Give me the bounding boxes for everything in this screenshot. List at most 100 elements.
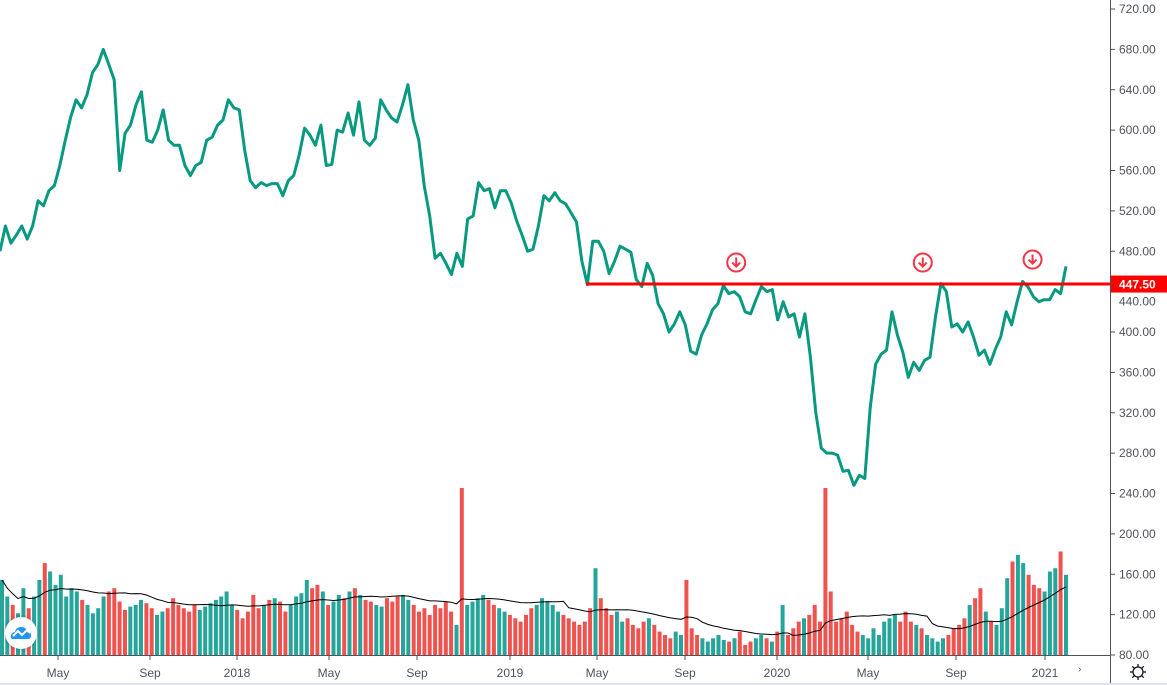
- volume-bar: [930, 638, 935, 655]
- volume-bar: [112, 588, 117, 655]
- volume-bar: [406, 599, 411, 655]
- volume-bar: [374, 604, 379, 655]
- volume-bar: [310, 588, 315, 655]
- volume-bar: [668, 638, 673, 655]
- price-line: [0, 47, 1068, 487]
- volume-bar: [278, 601, 282, 655]
- volume-bar: [914, 624, 919, 655]
- price-tick-label: 240.00: [1119, 487, 1156, 501]
- volume-bar: [128, 606, 133, 655]
- volume-bar: [919, 628, 924, 655]
- time-tick-label: May: [586, 666, 609, 680]
- volume-bar: [507, 614, 512, 655]
- volume-bar: [117, 601, 122, 655]
- volume-bar: [197, 609, 202, 655]
- scroll-to-realtime-button[interactable]: ›: [1078, 664, 1082, 675]
- volume-bar: [524, 614, 528, 655]
- volume-bar: [641, 621, 646, 655]
- volume-bar: [101, 596, 106, 655]
- volume-bar: [64, 596, 69, 655]
- volume-bar: [106, 591, 111, 655]
- volume-bar: [951, 628, 956, 655]
- price-tick-label: 80.00: [1119, 648, 1149, 662]
- volume-bar: [721, 640, 726, 655]
- volume-bar: [908, 621, 913, 655]
- time-tick-label: Sep: [139, 666, 161, 680]
- volume-bar: [288, 604, 293, 655]
- volume-bar: [823, 488, 828, 655]
- volume-bar: [769, 641, 774, 655]
- time-tick-label: 2018: [224, 666, 251, 680]
- volume-bar: [1010, 561, 1015, 655]
- volume-bar: [1031, 584, 1036, 655]
- volume-bar: [898, 621, 903, 655]
- price-tick-label: 200.00: [1119, 527, 1156, 541]
- volume-bar: [213, 599, 218, 655]
- volume-bar: [593, 568, 598, 655]
- volume-bar: [844, 611, 849, 655]
- volume-bar: [513, 618, 518, 655]
- price-tick-label: 320.00: [1119, 406, 1156, 420]
- volume-bar: [556, 611, 561, 655]
- volume-bar: [663, 635, 667, 655]
- price-axis: 720.00 680.00 640.00 600.00 560.00 520.00 480.…: [1110, 2, 1156, 662]
- volume-bar: [203, 606, 208, 655]
- arrow-down-marker-icon: [1022, 249, 1043, 270]
- volume-bar: [390, 601, 395, 655]
- volume-bar: [630, 624, 635, 655]
- volume-bar: [123, 609, 127, 655]
- volume-bar: [283, 611, 288, 655]
- volume-bar: [529, 608, 534, 655]
- volume-bar: [90, 613, 95, 656]
- volume-bar: [1053, 568, 1058, 655]
- volume-bar: [689, 628, 694, 655]
- volume-bar: [358, 594, 363, 655]
- volume-bar: [433, 604, 438, 655]
- volume-bar: [379, 606, 384, 655]
- volume-bar: [53, 584, 58, 655]
- volume-bar: [802, 618, 806, 655]
- arrow-down-marker-icon: [912, 252, 933, 273]
- volume-bar: [411, 604, 416, 655]
- volume-bar: [834, 621, 839, 655]
- volume-bar: [192, 604, 197, 655]
- volume-bar: [465, 604, 470, 655]
- time-tick-label: Sep: [406, 666, 428, 680]
- volume-bar: [609, 614, 614, 655]
- volume-bar: [417, 611, 421, 655]
- volume-bar: [481, 594, 486, 655]
- volume-bar: [903, 611, 908, 655]
- volume-bar: [679, 635, 683, 655]
- settings-gear-icon[interactable]: [1128, 662, 1148, 682]
- price-tick-label: 160.00: [1119, 567, 1156, 581]
- volume-bar: [342, 598, 347, 655]
- time-tick-label: Sep: [674, 666, 696, 680]
- volume-bar: [165, 608, 170, 655]
- volume-bar: [58, 574, 63, 655]
- volume-bar: [208, 603, 213, 655]
- volume-bar: [229, 604, 234, 655]
- volume-bar: [695, 635, 700, 655]
- volume-bar: [646, 618, 651, 655]
- volume-bars: [0, 488, 1068, 656]
- volume-bar: [561, 614, 566, 655]
- volume-bar: [850, 624, 855, 655]
- volume-bar: [1005, 578, 1010, 655]
- volume-bar: [42, 563, 47, 655]
- volume-bar: [401, 594, 405, 655]
- volume-bar: [598, 598, 603, 655]
- volume-bar: [588, 608, 593, 655]
- volume-bar: [251, 594, 256, 655]
- price-tick-label: 680.00: [1119, 42, 1156, 56]
- volume-bar: [0, 579, 4, 656]
- time-tick-label: 2019: [497, 666, 524, 680]
- volume-bar: [176, 604, 181, 655]
- tradingview-logo[interactable]: [5, 617, 37, 649]
- volume-bar: [294, 596, 299, 655]
- resistance-price-label: 447.50: [1119, 278, 1156, 292]
- volume-bar: [245, 611, 250, 655]
- volume-bar: [438, 608, 443, 655]
- volume-bar: [219, 596, 224, 655]
- volume-bar: [1026, 574, 1031, 655]
